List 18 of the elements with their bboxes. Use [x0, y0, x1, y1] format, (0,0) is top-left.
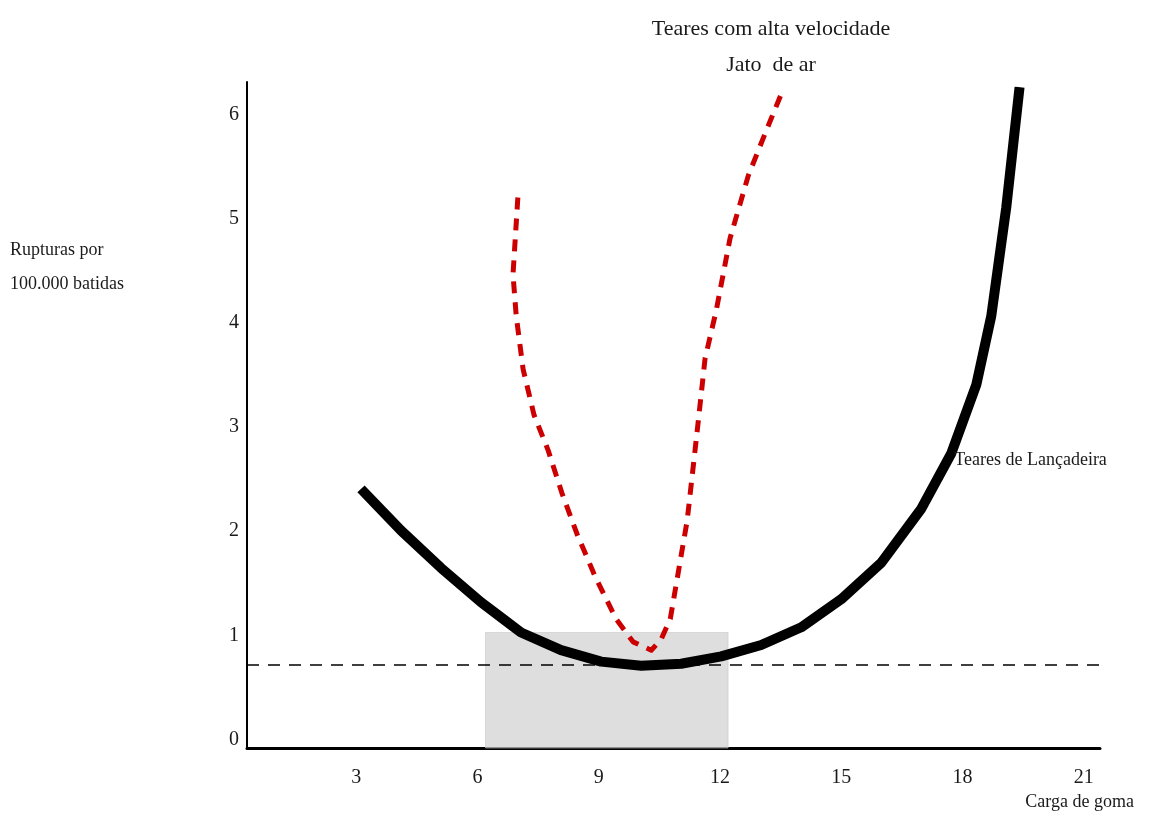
- x-tick-label: 9: [593, 765, 604, 787]
- x-tick-label: 15: [831, 765, 852, 787]
- y-tick-label: 5: [229, 206, 239, 229]
- y-tick-label: 3: [229, 414, 239, 437]
- text: Teares com alta velocidade Jato de ar: [651, 14, 891, 76]
- y-tick-label: 4: [229, 310, 239, 333]
- y-tick-label: 2: [229, 518, 239, 541]
- x-tick-label: 6: [472, 765, 483, 787]
- x-tick-label: 3: [351, 765, 362, 787]
- y-tick-label: 6: [229, 102, 239, 125]
- x-tick-label: 12: [709, 765, 730, 787]
- x-tick-label: 18: [952, 765, 973, 787]
- text: Rupturas por 100.000 batidas: [10, 239, 124, 293]
- x-tick-label: 21: [1073, 765, 1094, 787]
- series-label: Teares de Lançadeira: [954, 448, 1107, 469]
- y-tick-label: 1: [229, 622, 239, 645]
- y-tick-label: 0: [229, 726, 239, 749]
- x-axis-title: Carga de goma: [1025, 791, 1135, 811]
